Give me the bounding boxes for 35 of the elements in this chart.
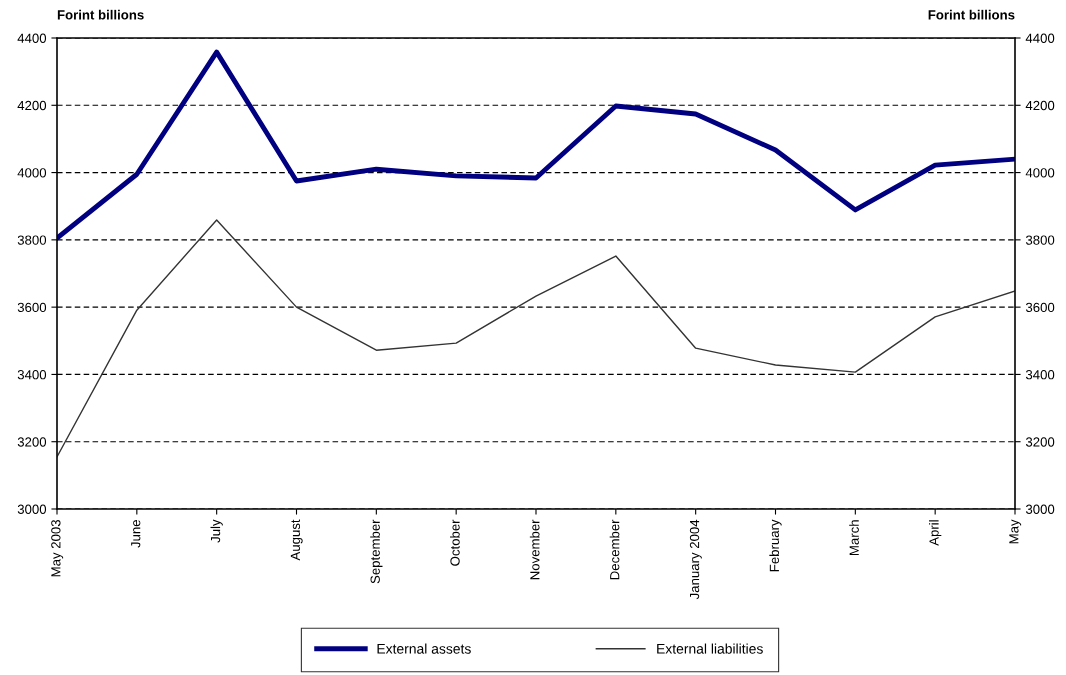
y-tick-label: 3200: [17, 437, 47, 447]
y2-axis-title: Forint billions: [928, 9, 1015, 20]
y-tick-label: 4200: [17, 100, 47, 111]
y-axis-title: Forint billions: [57, 9, 144, 20]
x-tick-label: April: [929, 520, 942, 546]
x-tick-label: May: [1009, 519, 1022, 544]
y2-tick-label: 4200: [1025, 100, 1055, 111]
y-tick-label: 3000: [17, 504, 47, 514]
legend-label: External assets: [377, 643, 471, 654]
y2-tick-label: 3400: [1025, 370, 1055, 380]
line-series: [57, 219, 1015, 458]
y-tick-label: 3600: [17, 302, 47, 313]
y-tick-label: 3800: [17, 235, 47, 245]
x-tick-label: October: [450, 519, 460, 566]
x-tick-label: September: [370, 519, 383, 584]
x-tick-label: July: [210, 519, 223, 543]
x-tick-label: May 2003: [51, 519, 64, 577]
y-tick-label: 4400: [17, 33, 47, 43]
x-tick-label: August: [290, 519, 303, 561]
line-series: [57, 49, 1015, 241]
y2-tick-label: 3800: [1025, 235, 1055, 245]
x-tick-label: December: [609, 519, 620, 580]
legend-label: External liabilities: [657, 643, 763, 654]
x-tick-label: March: [849, 520, 859, 555]
y2-tick-label: 4000: [1025, 168, 1055, 178]
y-tick-label: 4000: [17, 168, 47, 178]
y2-tick-label: 3600: [1025, 302, 1055, 313]
x-tick-label: January 2004: [689, 519, 702, 600]
x-tick-label: June: [131, 520, 141, 548]
y2-tick-label: 4400: [1025, 33, 1055, 43]
x-tick-label: February: [769, 519, 782, 572]
y-tick-label: 3400: [17, 370, 47, 380]
y2-tick-label: 3200: [1025, 437, 1055, 447]
y2-tick-label: 3000: [1025, 504, 1055, 514]
x-tick-label: November: [529, 519, 540, 580]
